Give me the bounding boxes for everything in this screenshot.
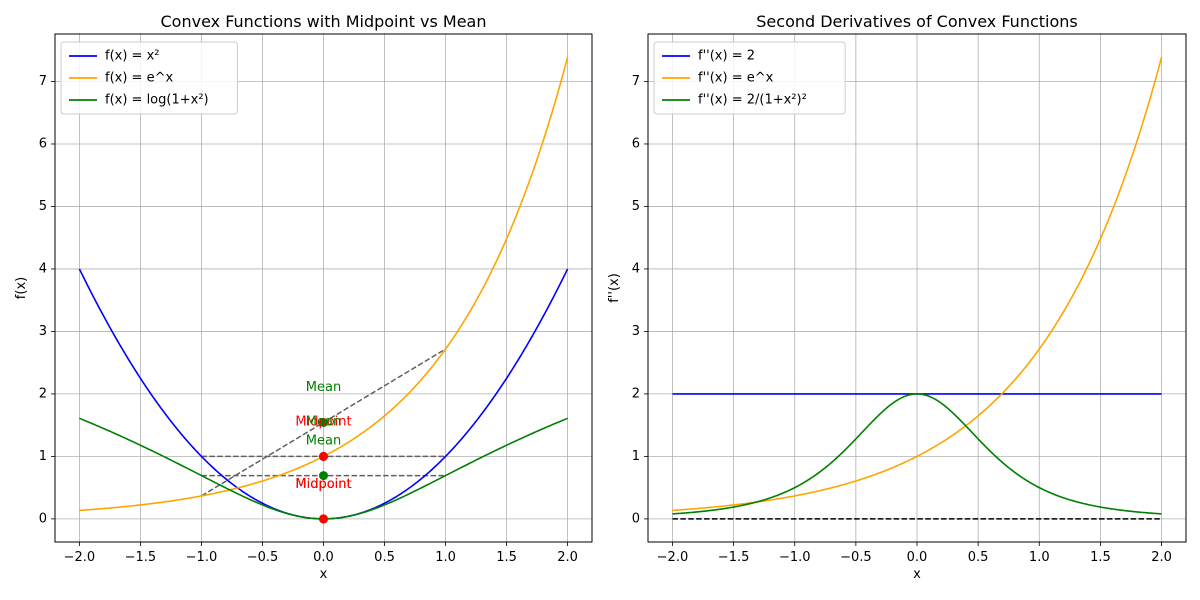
x-tick-label: 2.0: [557, 550, 578, 565]
chart-panel-2: −2.0 −1.5 −1.0 −0.5 0.0 0.5 1.0 1.5 2.0 0 1 2 3 4 5 6 7 S…: [607, 12, 1187, 582]
y-tick-label: 3: [632, 324, 640, 339]
y-tick-label: 1: [632, 449, 640, 464]
legend: f''(x) = 2 f''(x) = e^x f''(x) = 2/(1+x²)²: [653, 41, 846, 115]
y-tick-label: 4: [632, 261, 640, 276]
annotation-label: Mean: [306, 415, 341, 430]
x-tick-label: −1.0: [779, 550, 811, 565]
x-tick-label: −1.5: [718, 550, 750, 565]
y-tick-label: 2: [632, 386, 640, 401]
chart-title: Second Derivatives of Convex Functions: [756, 12, 1077, 31]
x-tick-label: 0.0: [907, 550, 928, 565]
chart-title: Convex Functions with Midpoint vs Mean: [161, 12, 487, 31]
y-tick-label: 5: [39, 199, 47, 214]
x-axis-label: x: [913, 567, 921, 582]
plot-area: [78, 56, 569, 524]
x-tick-label: 1.0: [1029, 550, 1050, 565]
legend-entry-3: f''(x) = 2/(1+x²)²: [698, 93, 807, 108]
annotation-label: Midpoint: [295, 477, 351, 492]
y-tick-label: 0: [632, 511, 640, 526]
x-tick-label: −1.5: [125, 550, 157, 565]
x-tick-label: 0.5: [374, 550, 395, 565]
annotation-label: Midpoint: [295, 415, 351, 430]
legend-box: [60, 41, 238, 115]
legend-entry-3: f(x) = log(1+x²): [105, 93, 209, 108]
y-tick-label: 5: [632, 199, 640, 214]
x-tick-label: 1.5: [1090, 550, 1111, 565]
x-tick-label: 1.0: [435, 550, 456, 565]
x-tick-label: −0.5: [247, 550, 279, 565]
legend-entry-2: f(x) = e^x: [105, 71, 173, 86]
x-tick-label: 0.5: [968, 550, 989, 565]
legend-box: [653, 41, 846, 115]
y-axis-label: f''(x): [607, 273, 622, 303]
plot-area: [672, 56, 1163, 520]
x-axis-label: x: [320, 567, 328, 582]
y-tick-label: 7: [632, 74, 640, 89]
legend-entry-1: f''(x) = 2: [698, 49, 755, 64]
chart-panel-1: MidpointMeanMidpointMeanMidpointMean−2.0…: [14, 12, 593, 582]
x-tick-label: −1.0: [186, 550, 218, 565]
y-tick-label: 0: [39, 511, 47, 526]
marker-point: [319, 514, 328, 524]
legend: f(x) = x² f(x) = e^x f(x) = log(1+x²): [60, 41, 238, 115]
x-tick-label: 1.5: [496, 550, 517, 565]
x-tick-label: −2.0: [64, 550, 96, 565]
y-tick-label: 6: [632, 136, 640, 151]
y-tick-label: 7: [39, 74, 47, 89]
annotation-label: Mean: [306, 380, 341, 395]
y-tick-label: 1: [39, 449, 47, 464]
y-tick-label: 3: [39, 324, 47, 339]
annotation-label: Mean: [306, 433, 341, 448]
annotation-label: Midpoint: [295, 477, 351, 492]
marker-point: [319, 451, 328, 461]
legend-entry-1: f(x) = x²: [105, 49, 159, 64]
x-tick-label: −2.0: [657, 550, 689, 565]
y-tick-label: 2: [39, 386, 47, 401]
legend-entry-2: f''(x) = e^x: [698, 71, 774, 86]
marker-point: [319, 417, 328, 427]
y-axis-label: f(x): [14, 277, 29, 299]
x-tick-label: 2.0: [1151, 550, 1172, 565]
y-tick-label: 6: [39, 136, 47, 151]
marker-point: [319, 471, 328, 481]
y-tick-label: 4: [39, 261, 47, 276]
x-tick-label: −0.5: [840, 550, 872, 565]
x-tick-label: 0.0: [313, 550, 334, 565]
series-line-3: [672, 393, 1162, 515]
